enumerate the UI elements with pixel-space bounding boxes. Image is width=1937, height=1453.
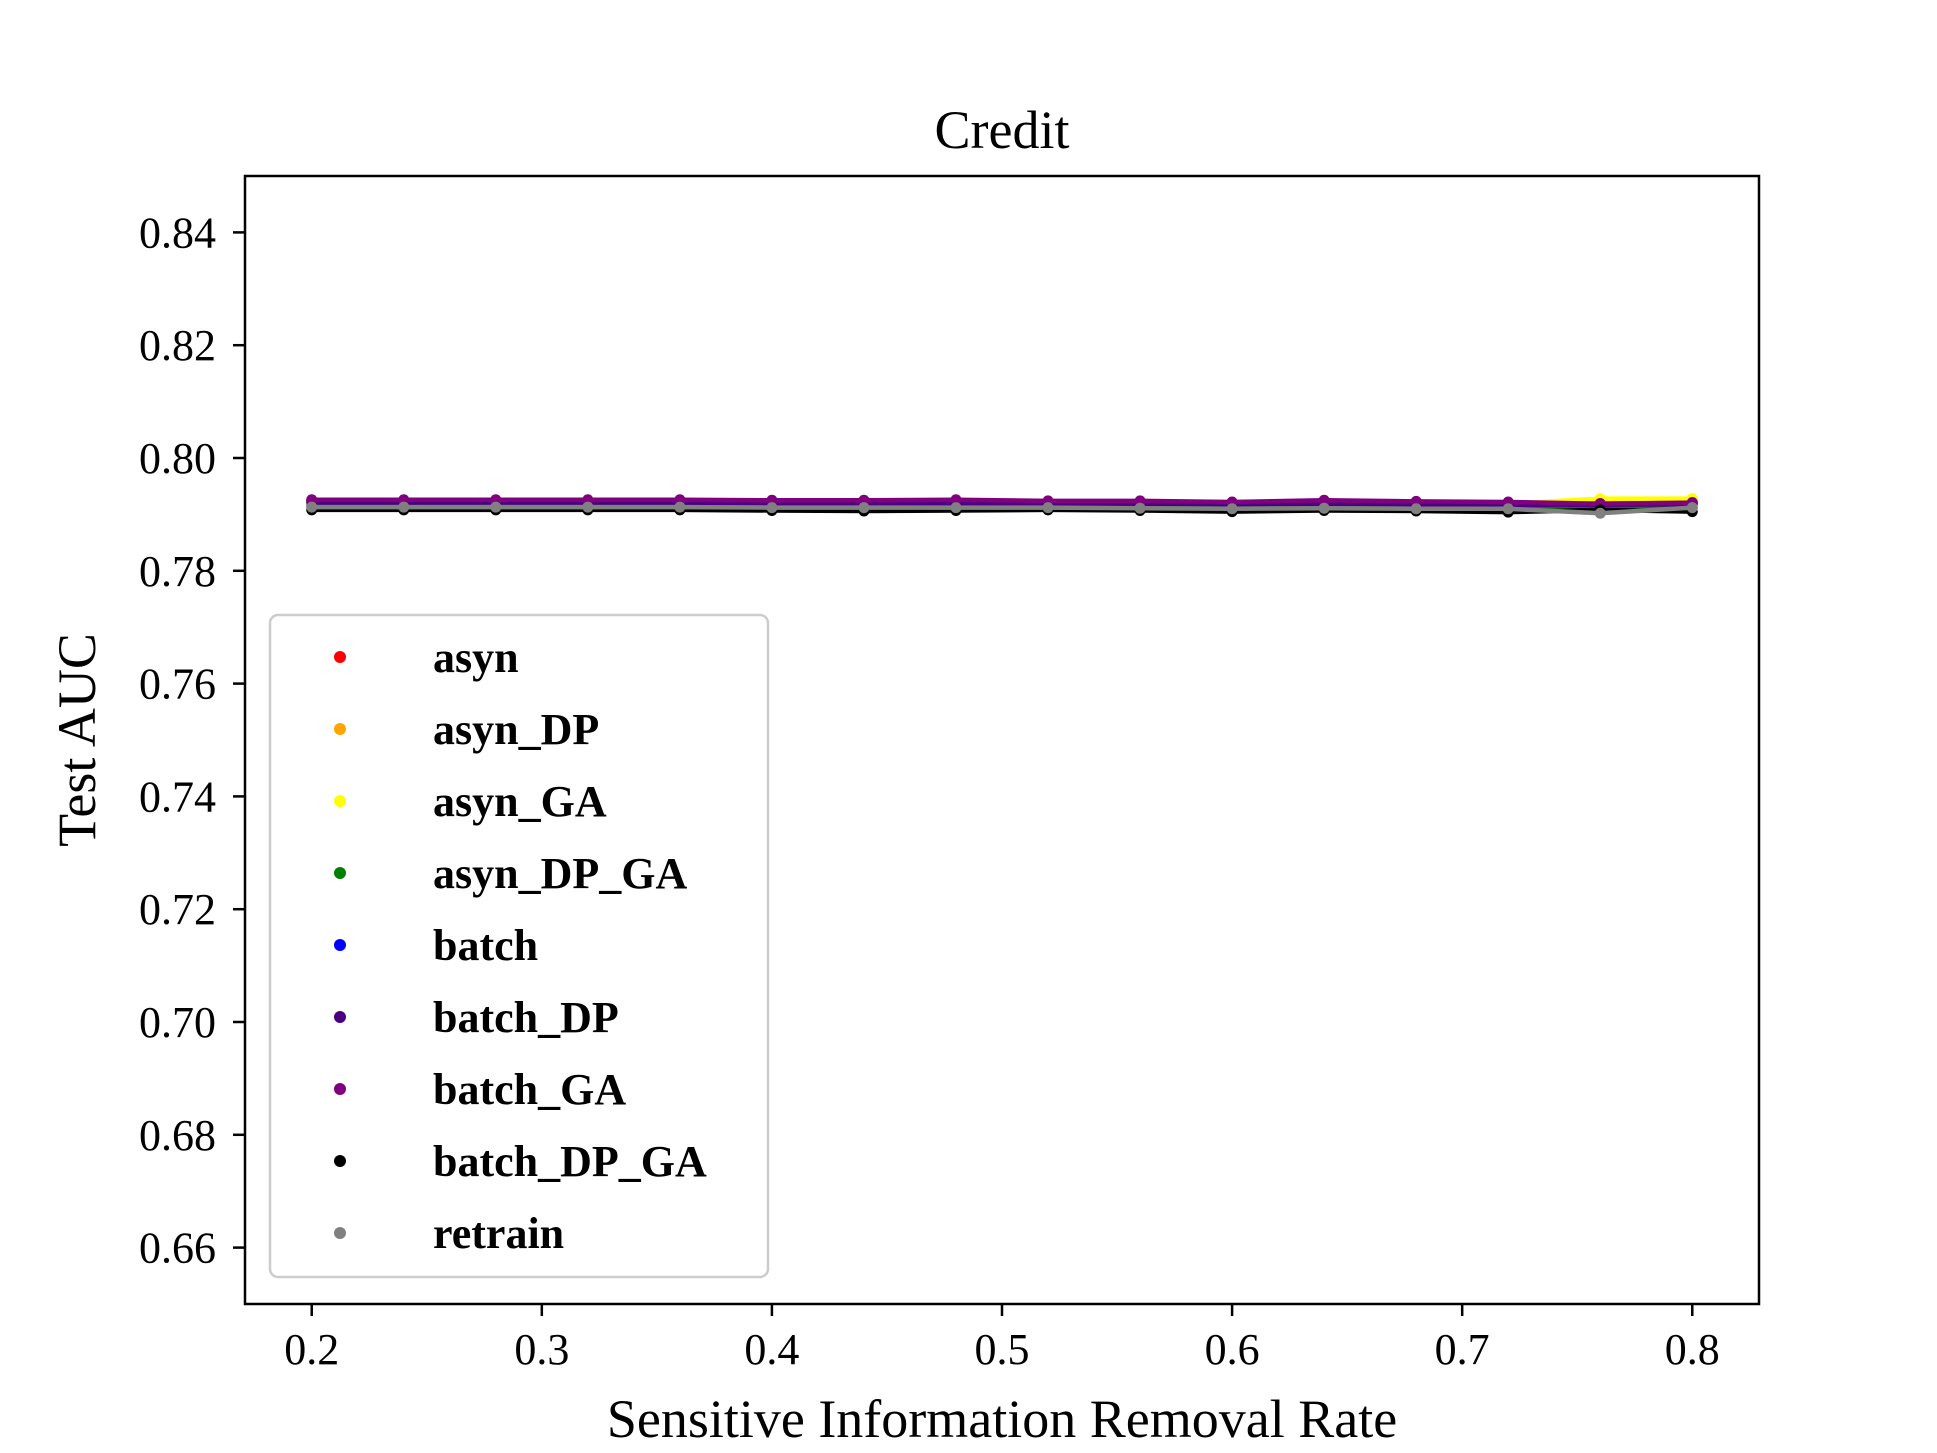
x-tick-label: 0.8 <box>1665 1325 1720 1374</box>
legend-frame <box>268 613 770 1279</box>
x-tick-label: 0.6 <box>1205 1325 1260 1374</box>
legend-label-asyn-dp-ga: asyn_DP_GA <box>433 849 687 898</box>
data-point-retrain <box>1134 502 1146 514</box>
legend-marker-asyn-dp-ga <box>334 867 346 879</box>
series-layer <box>306 493 1698 519</box>
y-tick-label: 0.84 <box>139 208 216 257</box>
series-line-batch-dp <box>311 500 1693 508</box>
x-tick-label: 0.4 <box>744 1325 799 1374</box>
x-axis: 0.2 0.3 0.4 0.5 0.6 0.7 0.8 <box>284 1304 1720 1374</box>
legend-marker-batch-ga <box>334 1083 346 1095</box>
y-tick-label: 0.76 <box>139 660 216 709</box>
y-tick-label: 0.78 <box>139 547 216 596</box>
data-point-retrain <box>1226 503 1238 515</box>
data-point-retrain <box>950 502 962 514</box>
legend-marker-asyn <box>334 651 346 663</box>
legend-marker-asyn-dp <box>334 723 346 735</box>
data-point-retrain <box>306 501 318 513</box>
series-line-batch-ga <box>311 497 1693 506</box>
x-tick-label: 0.5 <box>975 1325 1030 1374</box>
y-tick-label: 0.82 <box>139 321 216 370</box>
data-point-batch-ga <box>1318 494 1330 506</box>
legend-label-batch-ga: batch_GA <box>433 1065 626 1114</box>
y-tick-label: 0.72 <box>139 885 216 934</box>
legend-marker-batch-dp <box>334 1011 346 1023</box>
y-tick-label: 0.66 <box>139 1224 216 1273</box>
data-point-retrain <box>858 502 870 514</box>
data-point-retrain <box>490 501 502 513</box>
legend-marker-batch <box>334 939 346 951</box>
data-point-batch-ga <box>950 494 962 506</box>
legend-marker-retrain <box>334 1227 346 1239</box>
data-point-retrain <box>1042 502 1054 514</box>
legend-label-asyn-ga: asyn_GA <box>433 777 607 826</box>
legend-label-batch-dp: batch_DP <box>433 993 619 1042</box>
legend-label-asyn-dp: asyn_DP <box>433 705 599 754</box>
x-axis-label: Sensitive Information Removal Rate <box>607 1389 1397 1449</box>
y-axis: 0.66 0.68 0.70 0.72 0.74 0.76 0.78 0.80 0.82 0.84 <box>139 208 245 1273</box>
series-retrain <box>306 501 1698 519</box>
chart-title: Credit <box>935 100 1070 160</box>
y-axis-label: Test AUC <box>47 633 107 847</box>
x-tick-label: 0.7 <box>1435 1325 1490 1374</box>
y-tick-label: 0.80 <box>139 434 216 483</box>
data-point-retrain <box>1686 502 1698 514</box>
series-line-batch-dp-ga <box>311 507 1693 515</box>
series-line-retrain <box>311 504 1693 516</box>
data-point-retrain <box>1594 507 1606 519</box>
legend-label-retrain: retrain <box>433 1209 564 1258</box>
legend-label-batch-dp-ga: batch_DP_GA <box>433 1137 707 1186</box>
legend-marker-asyn-ga <box>334 795 346 807</box>
data-point-retrain <box>398 501 410 513</box>
legend-label-asyn: asyn <box>433 633 519 682</box>
y-tick-label: 0.74 <box>139 772 216 821</box>
x-tick-label: 0.3 <box>514 1325 569 1374</box>
y-tick-label: 0.68 <box>139 1111 216 1160</box>
data-point-retrain <box>766 502 778 514</box>
x-tick-label: 0.2 <box>284 1325 339 1374</box>
data-point-retrain <box>1318 502 1330 514</box>
data-point-retrain <box>674 501 686 513</box>
legend-label-batch: batch <box>433 921 538 970</box>
data-point-retrain <box>1410 503 1422 515</box>
y-tick-label: 0.70 <box>139 998 216 1047</box>
data-point-retrain <box>582 501 594 513</box>
data-point-retrain <box>1502 503 1514 515</box>
legend-marker-batch-dp-ga <box>334 1155 346 1167</box>
